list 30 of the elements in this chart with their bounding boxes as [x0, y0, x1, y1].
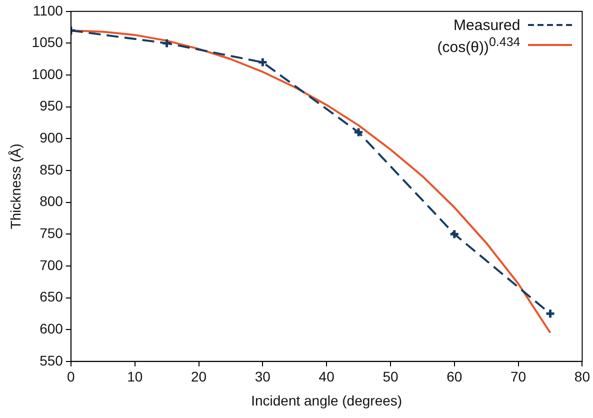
y-tick-label: 800 [40, 193, 64, 210]
x-tick-label: 0 [67, 368, 76, 385]
x-tick-label: 30 [254, 368, 271, 385]
point [449, 228, 460, 240]
y-tick-label: 1000 [32, 66, 64, 82]
y-tick-label: 650 [40, 288, 64, 305]
y-tick-label: 700 [40, 256, 64, 273]
y-tick-label: 600 [40, 320, 64, 336]
y-tick-label: 550 [40, 352, 64, 368]
x-tick-label: 60 [446, 368, 462, 385]
y-tick-label: 1050 [32, 34, 64, 50]
y-tick-label: 900 [40, 130, 64, 146]
point [257, 57, 268, 68]
y-axis-title: Thickness (Å) [7, 144, 24, 230]
y-tick-label: 1100 [32, 2, 64, 18]
x-axis-title: Incident angle (degrees) [251, 392, 402, 408]
x-tick-label: 80 [574, 368, 590, 385]
x-tick-label: 40 [318, 368, 335, 385]
x-tick-label: 50 [382, 368, 398, 385]
legend-label: (cos(θ))$^{0.434}$ [437, 34, 520, 56]
point [545, 308, 556, 319]
x-tick-label: 70 [510, 368, 526, 385]
y-tick-label: 950 [40, 98, 64, 114]
y-tick-label: 750 [40, 224, 64, 241]
point [162, 38, 172, 48]
point [353, 127, 364, 138]
legend-label: Measured [454, 16, 520, 34]
y-tick-label: 850 [40, 161, 64, 178]
x-tick-label: 20 [190, 368, 207, 385]
x-tick-label: 10 [127, 368, 143, 385]
